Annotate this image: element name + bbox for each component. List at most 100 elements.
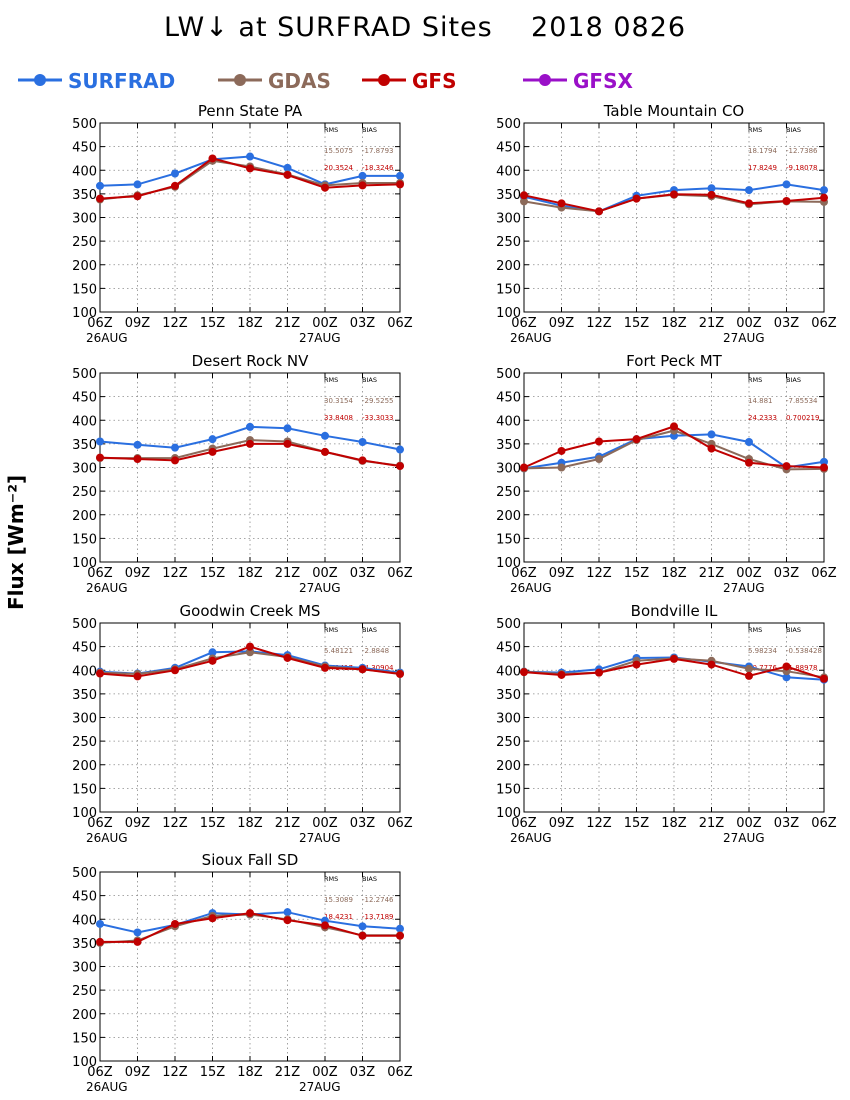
data-point-gfs — [208, 447, 217, 456]
data-point-gfs — [321, 183, 329, 192]
y-tick-label: 350 — [72, 937, 97, 952]
panel-table-mountain-co: Table Mountain CO 100 150 200 250 300 350 400 45… — [496, 102, 837, 345]
x-tick-label: 06Z — [387, 566, 413, 581]
y-tick-label: 400 — [72, 913, 97, 928]
y-tick-label: 150 — [72, 282, 97, 297]
x-tick-label: 03Z — [774, 816, 800, 831]
panel-bondville-il: Bondville IL 100 150 200 250 300 350 400 450 500 0… — [496, 602, 837, 845]
data-point-gfs — [96, 669, 104, 678]
y-tick-label: 350 — [496, 188, 521, 203]
legend-label-gfsx: GFSX — [573, 69, 633, 93]
y-tick-label: 200 — [72, 1008, 97, 1023]
panel-title: Bondville IL — [631, 602, 718, 620]
y-tick-label: 400 — [72, 414, 97, 429]
data-point-gfs — [745, 671, 753, 680]
data-point-gfs — [670, 654, 678, 663]
y-tick-label: 450 — [496, 141, 521, 156]
data-point-surfrad — [96, 919, 104, 928]
y-tick-label: 200 — [72, 509, 97, 524]
data-point-gfs — [246, 164, 254, 173]
date-label: 27AUG — [299, 581, 341, 595]
date-label: 26AUG — [510, 581, 552, 595]
x-tick-label: 03Z — [350, 316, 376, 331]
legend-label-surfrad: SURFRAD — [68, 69, 175, 93]
data-point-gfs — [632, 435, 641, 444]
x-tick-label: 21Z — [699, 816, 725, 831]
data-point-gfs — [133, 192, 142, 201]
stats-bias-value: -29.5255 — [362, 397, 393, 405]
data-point-surfrad — [208, 435, 217, 444]
x-tick-label: 12Z — [586, 566, 612, 581]
date-label: 26AUG — [86, 331, 128, 345]
y-tick-label: 250 — [72, 485, 97, 500]
data-point-gfs — [782, 196, 791, 205]
data-point-gfs — [632, 660, 641, 669]
stats-header-rms: RMS — [324, 126, 338, 134]
x-tick-label: 15Z — [200, 1065, 226, 1080]
x-tick-label: 21Z — [699, 566, 725, 581]
x-tick-label: 12Z — [162, 566, 188, 581]
y-tick-label: 250 — [72, 235, 97, 250]
x-tick-label: 18Z — [661, 816, 687, 831]
x-tick-label: 06Z — [387, 816, 413, 831]
stats-header-bias: BIAS — [786, 376, 801, 384]
data-point-surfrad — [745, 437, 753, 446]
data-point-surfrad — [283, 424, 292, 433]
stats-bias-value: -4.30904 — [362, 664, 394, 672]
y-tick-label: 350 — [496, 688, 521, 703]
data-point-gfs — [133, 454, 142, 463]
y-tick-label: 250 — [72, 984, 97, 999]
stats-header-bias: BIAS — [362, 126, 377, 134]
stats-rms-value: 30.3154 — [324, 397, 353, 405]
y-tick-label: 100 — [72, 1055, 97, 1070]
x-tick-label: 00Z — [312, 316, 338, 331]
data-point-gfs — [820, 674, 828, 683]
data-point-gfs — [745, 199, 753, 208]
data-point-surfrad — [208, 648, 217, 657]
x-tick-label: 00Z — [312, 816, 338, 831]
date-label: 27AUG — [723, 331, 765, 345]
date-label: 26AUG — [510, 831, 552, 845]
y-tick-label: 350 — [72, 688, 97, 703]
y-tick-label: 250 — [496, 235, 521, 250]
data-point-gfs — [171, 919, 179, 928]
y-tick-label: 100 — [496, 556, 521, 571]
data-point-surfrad — [396, 171, 404, 180]
y-tick-label: 350 — [496, 438, 521, 453]
data-point-gfs — [321, 663, 329, 672]
data-point-surfrad — [133, 928, 142, 937]
y-tick-label: 200 — [72, 759, 97, 774]
legend-marker-gfs — [378, 74, 390, 86]
x-tick-label: 21Z — [275, 566, 301, 581]
data-point-gfs — [283, 916, 292, 925]
stats-header-rms: RMS — [324, 376, 338, 384]
stats-header-rms: RMS — [748, 626, 762, 634]
panel-sioux-fall-sd: Sioux Fall SD 100 150 200 250 300 350 400 450 500… — [72, 851, 413, 1094]
legend-marker-gdas — [234, 74, 246, 86]
date-label: 27AUG — [299, 1080, 341, 1094]
data-point-gfs — [632, 194, 641, 203]
date-label: 26AUG — [86, 1080, 128, 1094]
data-point-gdas — [246, 648, 254, 657]
date-label: 27AUG — [723, 831, 765, 845]
x-tick-label: 18Z — [237, 566, 263, 581]
data-point-surfrad — [246, 422, 254, 431]
data-point-gfs — [171, 456, 179, 465]
x-tick-label: 06Z — [387, 1065, 413, 1080]
x-tick-label: 15Z — [200, 316, 226, 331]
panel-goodwin-creek-ms: Goodwin Creek MS 100 150 200 250 300 350 400 450… — [72, 602, 413, 845]
y-tick-label: 300 — [72, 712, 97, 727]
x-tick-label: 06Z — [511, 566, 537, 581]
y-tick-label: 500 — [72, 866, 97, 881]
y-tick-label: 300 — [72, 212, 97, 227]
x-tick-label: 09Z — [549, 816, 575, 831]
data-point-gfs — [171, 181, 179, 190]
date-label: 27AUG — [299, 831, 341, 845]
data-point-gfs — [557, 199, 566, 208]
page-title: LW↓ at SURFRAD Sites 2018 0826 — [163, 12, 687, 43]
x-tick-label: 06Z — [811, 566, 837, 581]
x-tick-label: 00Z — [312, 1065, 338, 1080]
x-tick-label: 21Z — [699, 316, 725, 331]
data-point-gfs — [820, 193, 828, 202]
